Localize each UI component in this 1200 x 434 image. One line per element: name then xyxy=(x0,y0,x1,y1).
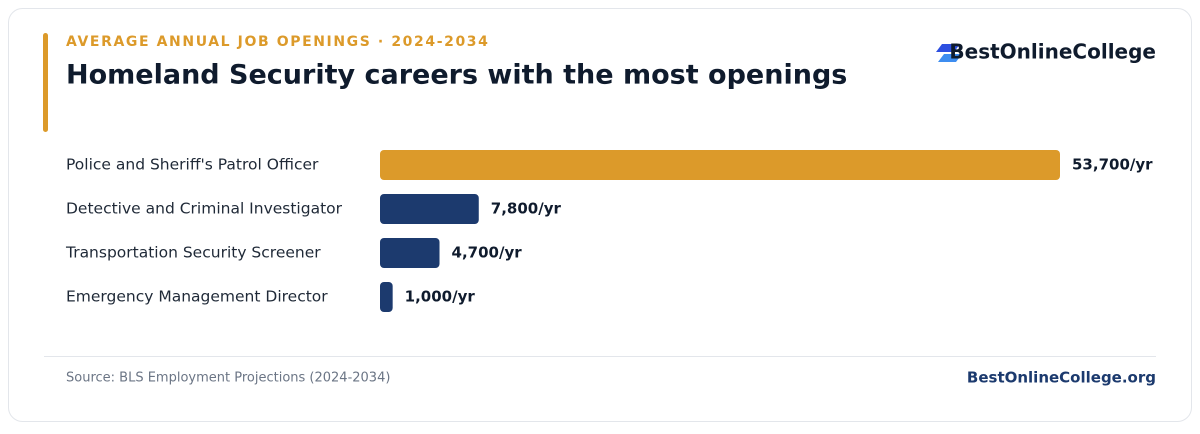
category-label: Police and Sheriff's Patrol Officer xyxy=(66,156,319,174)
eyebrow: AVERAGE ANNUAL JOB OPENINGS · 2024-2034 xyxy=(66,34,489,50)
category-label: Transportation Security Screener xyxy=(65,244,321,262)
brand-logo: BestOnlineCollege xyxy=(936,40,1156,64)
brand-name: BestOnlineCollege xyxy=(949,40,1156,64)
source-note: Source: BLS Employment Projections (2024… xyxy=(66,371,390,386)
site-link[interactable]: BestOnlineCollege.org xyxy=(967,369,1156,387)
logo-icon xyxy=(936,44,960,52)
category-label: Detective and Criminal Investigator xyxy=(66,200,343,218)
bar xyxy=(380,282,393,312)
card xyxy=(8,8,1192,422)
value-label: 4,700/yr xyxy=(452,244,523,262)
chart-title: Homeland Security careers with the most … xyxy=(66,60,847,91)
value-label: 7,800/yr xyxy=(491,200,562,218)
value-label: 53,700/yr xyxy=(1072,156,1153,174)
category-label: Emergency Management Director xyxy=(66,288,328,306)
bar xyxy=(380,238,440,268)
bar xyxy=(380,150,1060,180)
value-label: 1,000/yr xyxy=(405,288,476,306)
bar xyxy=(380,194,479,224)
logo-icon xyxy=(938,54,962,62)
accent-bar xyxy=(43,33,48,132)
